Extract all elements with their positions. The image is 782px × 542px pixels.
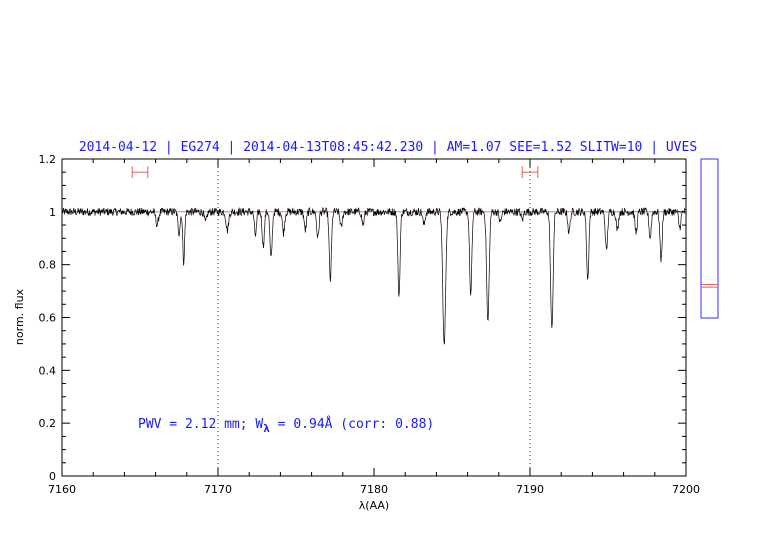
spectrum-line: [61, 206, 687, 345]
continuum-windows: [131, 166, 539, 179]
x-axis-label: λ(AA): [359, 499, 389, 512]
y-tick-label: 0.2: [39, 417, 57, 430]
pwv-annotation: PWV = 2.12 mm; Wλ = 0.94Å (corr: 0.88): [138, 416, 434, 435]
side-panel-markers: [701, 283, 718, 288]
x-tick-label: 7160: [48, 483, 76, 496]
pwv-annotation-subscript: λ: [263, 422, 270, 435]
x-tick-label: 7190: [516, 483, 544, 496]
x-axis: 7160 7170 7180 7190 7200: [48, 159, 700, 496]
y-tick-label: 0: [49, 470, 56, 483]
pwv-annotation-suffix: = 0.94Å (corr: 0.88): [270, 416, 434, 432]
side-panel: [700, 158, 719, 319]
y-tick-label: 1: [49, 206, 56, 219]
y-axis: 0 0.2 0.4 0.6 0.8 1 1.2: [39, 153, 686, 483]
chart-title: 2014-04-12 | EG274 | 2014-04-13T08:45:42…: [79, 140, 697, 155]
pwv-annotation-prefix: PWV = 2.12 mm; W: [138, 417, 263, 432]
continuum-window-0: [131, 166, 149, 179]
continuum-window-1: [521, 166, 539, 179]
y-tick-label: 0.6: [39, 312, 57, 325]
y-tick-label: 1.2: [39, 153, 57, 166]
y-axis-label: norm. flux: [13, 288, 26, 345]
x-tick-label: 7200: [672, 483, 700, 496]
x-tick-label: 7170: [204, 483, 232, 496]
x-tick-label: 7180: [360, 483, 388, 496]
y-tick-label: 0.4: [39, 364, 57, 377]
y-tick-label: 0.8: [39, 259, 57, 272]
spectrum-series: [61, 206, 687, 345]
